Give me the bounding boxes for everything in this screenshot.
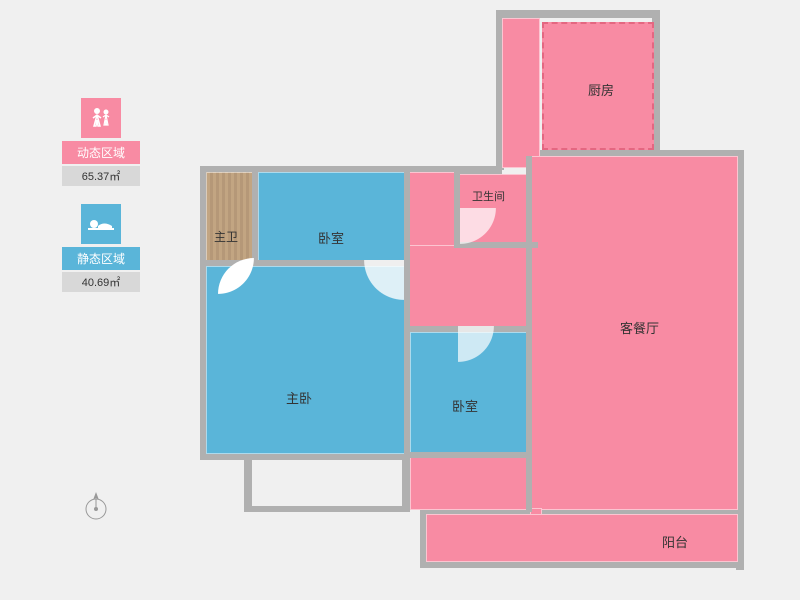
sleep-icon bbox=[81, 204, 121, 244]
room-corridor2 bbox=[406, 172, 458, 246]
legend-dynamic-value: 65.37㎡ bbox=[62, 166, 140, 186]
label-bedroom2: 卧室 bbox=[452, 396, 478, 415]
label-living: 客餐厅 bbox=[620, 318, 659, 337]
wall bbox=[526, 156, 532, 512]
door-arc bbox=[458, 326, 494, 362]
label-kitchen: 厨房 bbox=[588, 80, 614, 99]
room-bedroom1 bbox=[258, 172, 406, 262]
label-bathroom2: 卫生间 bbox=[472, 188, 505, 204]
legend-static: 静态区域 40.69㎡ bbox=[62, 204, 140, 292]
room-corridor bbox=[406, 244, 532, 332]
floorplan: 厨房 卫生间 主卫 卧室 主卧 卧室 客餐厅 阳台 bbox=[200, 10, 754, 584]
label-balcony: 阳台 bbox=[662, 532, 688, 551]
room-connector bbox=[502, 18, 540, 168]
legend-dynamic-label: 动态区域 bbox=[62, 141, 140, 164]
legend-dynamic: 动态区域 65.37㎡ bbox=[62, 98, 140, 186]
legend-panel: 动态区域 65.37㎡ 静态区域 40.69㎡ bbox=[62, 98, 140, 310]
people-icon bbox=[81, 98, 121, 138]
legend-static-value: 40.69㎡ bbox=[62, 272, 140, 292]
wall bbox=[402, 452, 410, 512]
door-arc bbox=[364, 260, 404, 300]
room-bathroom1 bbox=[206, 172, 254, 262]
wall bbox=[244, 506, 408, 512]
wall bbox=[252, 172, 258, 264]
wall bbox=[404, 452, 532, 458]
wall bbox=[244, 456, 252, 510]
compass-icon bbox=[80, 490, 112, 522]
wall bbox=[404, 172, 410, 264]
wall bbox=[496, 10, 660, 18]
legend-static-label: 静态区域 bbox=[62, 247, 140, 270]
wall bbox=[404, 264, 410, 456]
room-balcony bbox=[426, 514, 738, 562]
room-living-bottom bbox=[410, 456, 532, 510]
label-bedroom1: 卧室 bbox=[318, 228, 344, 247]
label-bathroom1: 主卫 bbox=[214, 228, 238, 245]
door-arc bbox=[460, 208, 496, 244]
label-master: 主卧 bbox=[286, 388, 312, 407]
